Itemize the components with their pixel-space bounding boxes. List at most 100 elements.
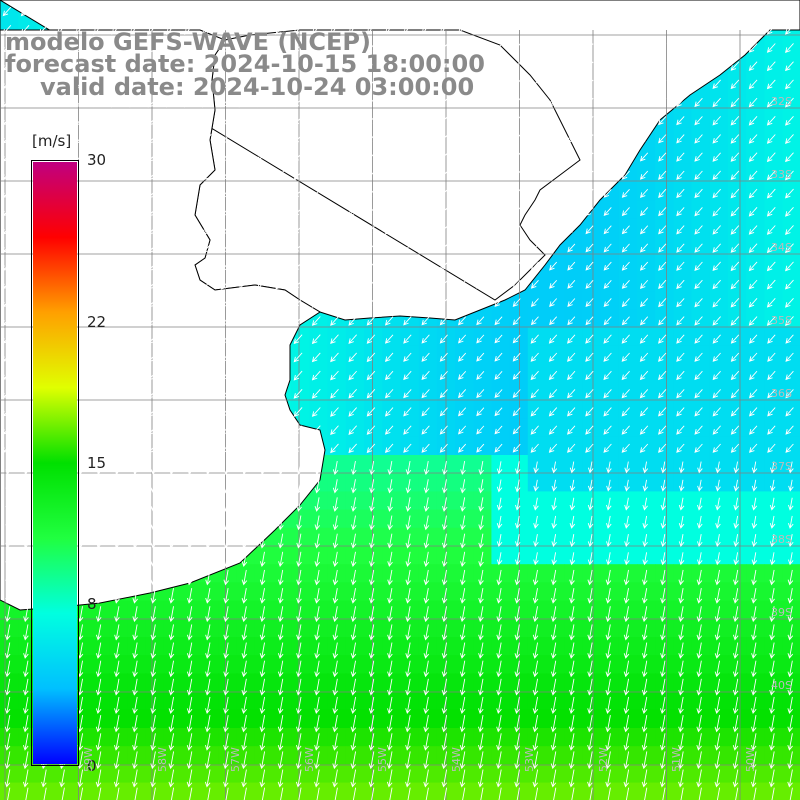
wind-arrow <box>351 479 357 494</box>
wind-arrow <box>111 352 121 363</box>
wind-arrow <box>75 97 85 108</box>
wind-arrow <box>311 134 321 144</box>
wind-arrow <box>129 443 139 454</box>
wind-arrow <box>494 243 503 253</box>
wind-arrow <box>421 134 430 144</box>
wind-arrow <box>166 370 176 381</box>
wind-arrow <box>311 225 321 235</box>
wind-arrow <box>603 352 612 362</box>
wind-arrow <box>238 297 248 308</box>
wind-arrow <box>202 134 212 145</box>
wind-arrow <box>660 497 667 511</box>
wind-arrow <box>421 43 430 53</box>
wind-arrow <box>423 515 430 531</box>
wind-arrow <box>676 152 685 162</box>
wind-arrow <box>384 389 394 399</box>
wind-arrow <box>311 115 321 126</box>
wind-arrow <box>275 279 285 290</box>
wind-arrow <box>111 79 121 90</box>
wind-arrow <box>530 443 539 453</box>
wind-arrow <box>751 534 758 548</box>
wind-arrow <box>548 352 558 362</box>
wind-arrow <box>785 425 794 435</box>
wind-arrow <box>785 407 794 417</box>
wind-arrow <box>96 533 102 549</box>
wind-arrow <box>129 170 139 181</box>
wind-arrow <box>257 425 267 436</box>
wind-arrow <box>697 552 703 566</box>
wind-arrow <box>530 98 539 107</box>
wind-arrow <box>93 261 103 272</box>
wind-arrow <box>766 61 776 72</box>
wind-arrow <box>515 479 521 493</box>
wind-arrow <box>458 443 467 453</box>
wind-arrow <box>275 261 285 272</box>
wind-arrow <box>96 515 102 531</box>
wind-arrow <box>5 569 11 586</box>
wind-arrow <box>166 170 176 181</box>
wind-arrow <box>548 425 558 435</box>
wind-arrow <box>458 207 467 217</box>
wind-arrow <box>569 569 575 586</box>
wind-arrow <box>93 297 103 308</box>
wind-arrow <box>296 515 302 531</box>
wind-arrow <box>132 569 138 586</box>
wind-arrow <box>658 279 667 290</box>
wind-arrow <box>766 134 776 144</box>
wind-arrow <box>259 515 266 531</box>
wind-arrow <box>75 134 85 144</box>
wind-arrow <box>166 334 176 345</box>
wind-arrow <box>476 225 485 235</box>
wind-arrow <box>330 370 339 381</box>
wind-arrow <box>676 243 685 253</box>
wind-arrow <box>712 316 721 326</box>
wind-arrow <box>658 6 667 17</box>
wind-arrow <box>314 569 320 586</box>
wind-arrow <box>187 551 193 567</box>
wind-arrow <box>642 479 649 492</box>
wind-arrow <box>111 407 121 418</box>
wind-arrow <box>730 25 740 35</box>
wind-arrow <box>567 170 576 180</box>
wind-arrow <box>439 152 448 162</box>
wind-arrow <box>730 370 740 381</box>
wind-arrow <box>712 207 721 217</box>
wind-arrow <box>658 407 667 417</box>
wind-arrow <box>458 134 467 144</box>
wind-arrow <box>421 25 430 35</box>
wind-arrow <box>639 207 649 217</box>
wind-arrow <box>220 6 230 17</box>
wind-arrow <box>20 43 30 53</box>
wind-arrow <box>730 261 740 272</box>
wind-arrow <box>220 279 230 290</box>
wind-arrow <box>2 61 12 71</box>
wind-arrow <box>585 116 594 126</box>
wind-arrow <box>384 116 394 126</box>
wind-arrow <box>257 352 267 363</box>
wind-arrow <box>621 370 630 381</box>
wind-arrow <box>23 461 29 476</box>
wind-arrow <box>275 115 285 126</box>
wind-arrow <box>751 552 758 566</box>
wind-arrow <box>439 389 448 399</box>
wind-arrow <box>403 298 412 308</box>
wind-arrow <box>403 170 412 180</box>
wind-arrow <box>676 334 685 344</box>
wind-arrow <box>567 134 576 144</box>
wind-arrow <box>57 97 66 108</box>
wind-arrow <box>132 551 139 567</box>
wind-arrow <box>293 225 303 235</box>
wind-arrow <box>75 6 85 17</box>
wind-arrow <box>512 352 521 362</box>
wind-arrow <box>749 443 758 453</box>
wind-arrow <box>676 352 685 362</box>
wind-arrow <box>166 134 176 145</box>
wind-arrow <box>567 370 576 381</box>
wind-arrow <box>694 370 703 381</box>
wind-arrow <box>478 497 484 512</box>
colorbar-unit: [m/s] <box>32 132 72 150</box>
wind-arrow <box>421 207 430 217</box>
wind-arrow <box>259 551 266 567</box>
wind-arrow <box>166 297 176 308</box>
wind-arrow <box>387 461 393 476</box>
